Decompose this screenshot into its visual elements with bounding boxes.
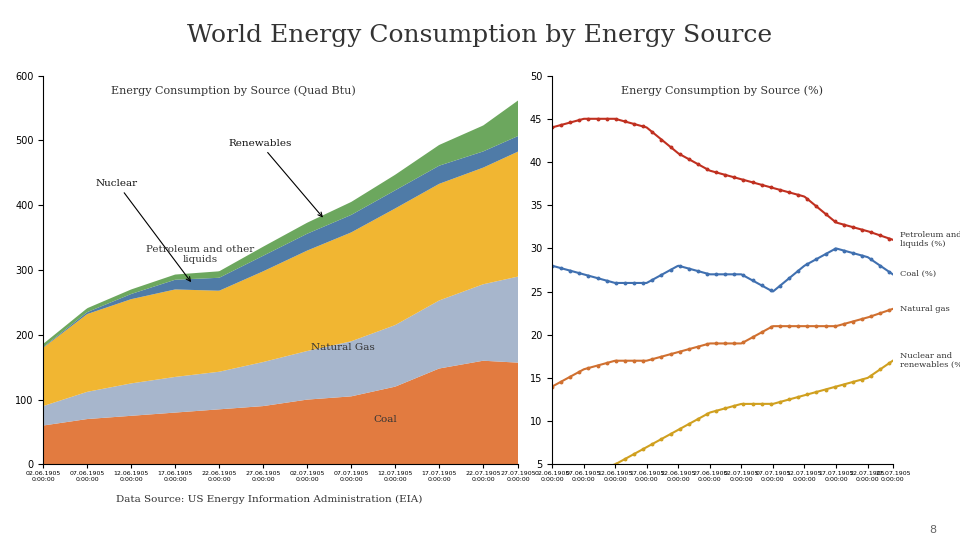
Text: Data Source: US Energy Information Administration (EIA): Data Source: US Energy Information Admin… <box>115 495 422 503</box>
Text: Energy Consumption by Source (Quad Btu): Energy Consumption by Source (Quad Btu) <box>111 85 355 96</box>
Text: Petroleum and other
liquids: Petroleum and other liquids <box>146 245 254 264</box>
Text: Coal: Coal <box>373 415 397 424</box>
Text: 8: 8 <box>929 524 936 535</box>
Text: Coal (%): Coal (%) <box>900 271 936 278</box>
Text: Natural Gas: Natural Gas <box>311 343 374 352</box>
Text: Renewables: Renewables <box>228 139 323 217</box>
Text: Natural gas: Natural gas <box>900 305 949 313</box>
Text: Petroleum and other
liquids (%): Petroleum and other liquids (%) <box>900 231 960 248</box>
Text: Nuclear and
renewables (%): Nuclear and renewables (%) <box>900 352 960 369</box>
Text: World Energy Consumption by Energy Source: World Energy Consumption by Energy Sourc… <box>187 24 773 46</box>
Text: Nuclear: Nuclear <box>96 179 190 281</box>
Text: Energy Consumption by Source (%): Energy Consumption by Source (%) <box>621 85 824 96</box>
